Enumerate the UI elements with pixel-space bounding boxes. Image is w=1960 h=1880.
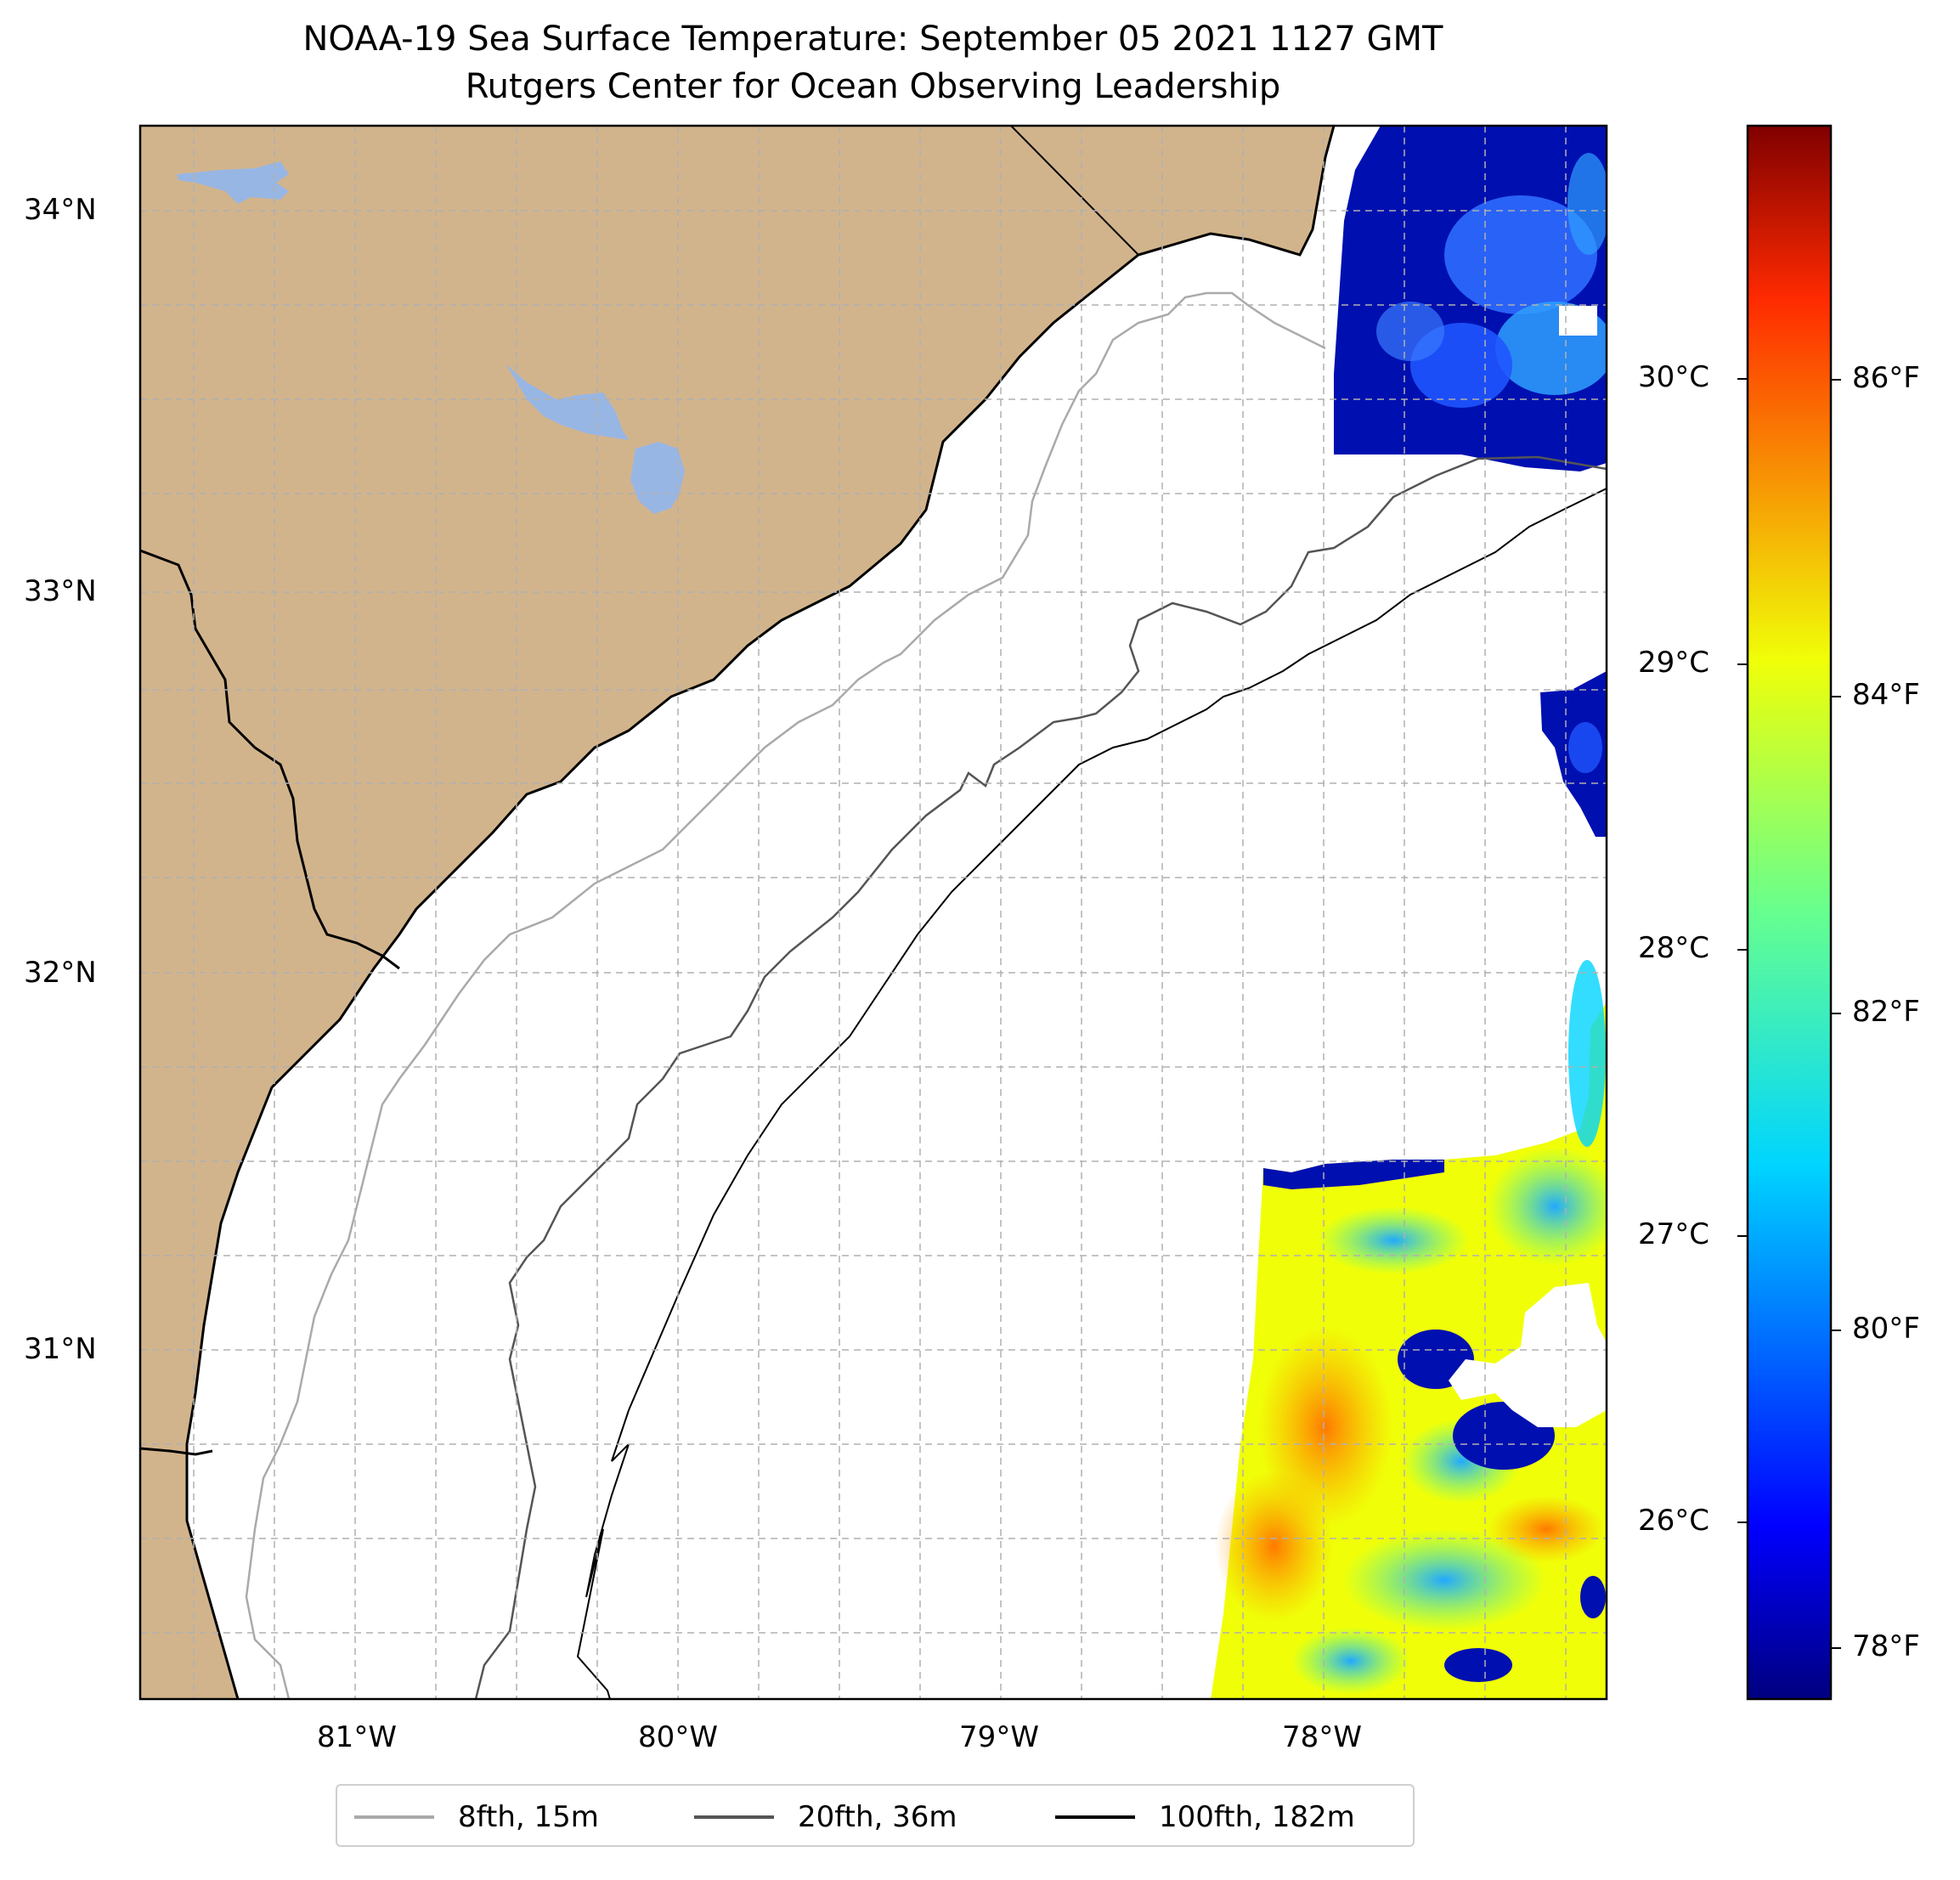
gridlines xyxy=(140,126,1607,1699)
lon-label: 81°W xyxy=(317,1720,397,1754)
lat-label: 32°N xyxy=(24,956,97,990)
state-border xyxy=(140,1447,213,1456)
colorbar-fahrenheit-label: 84°F xyxy=(1852,678,1920,712)
legend-swatch xyxy=(694,1815,774,1819)
isobath-20fth xyxy=(474,455,1607,1699)
sst-swath-middle xyxy=(1540,671,1607,837)
colorbar-celsius-label: 30°C xyxy=(1638,360,1710,394)
lon-label: 78°W xyxy=(1282,1720,1362,1754)
legend-label: 20fth, 36m xyxy=(798,1800,957,1834)
coastline xyxy=(185,126,1336,1699)
chart-subtitle: Rutgers Center for Ocean Observing Leade… xyxy=(465,67,1281,106)
colorbar-celsius-label: 28°C xyxy=(1638,931,1710,965)
lake xyxy=(506,364,629,440)
lon-label: 79°W xyxy=(959,1720,1039,1754)
chart-title: NOAA-19 Sea Surface Temperature: Septemb… xyxy=(302,20,1443,59)
legend-swatch xyxy=(354,1815,434,1819)
sst-swath-south xyxy=(1211,960,1607,1699)
land xyxy=(140,126,1334,1699)
state-border xyxy=(140,549,400,970)
colorbar-fahrenheit-label: 80°F xyxy=(1852,1312,1920,1346)
colorbar-fahrenheit-label: 82°F xyxy=(1852,995,1920,1029)
lon-label: 80°W xyxy=(638,1720,718,1754)
legend-item-20fth: 20fth, 36m xyxy=(694,1786,957,1849)
colorbar-ticks xyxy=(1737,378,1841,1649)
legend-label: 100fth, 182m xyxy=(1159,1800,1355,1834)
legend-item-100fth: 100fth, 182m xyxy=(1055,1786,1355,1849)
legend-swatch xyxy=(1055,1815,1135,1819)
colorbar-celsius-label: 27°C xyxy=(1638,1217,1710,1251)
lat-label: 33°N xyxy=(24,574,97,608)
colorbar xyxy=(1746,124,1833,1701)
lat-label: 31°N xyxy=(24,1332,97,1366)
lake xyxy=(630,442,685,514)
legend-label: 8fth, 15m xyxy=(458,1800,599,1834)
colorbar-fahrenheit-label: 78°F xyxy=(1852,1629,1920,1663)
map-frame xyxy=(138,124,1608,1701)
colorbar-fahrenheit-label: 86°F xyxy=(1852,361,1920,395)
isobath-100fth xyxy=(576,488,1607,1699)
legend: 8fth, 15m 20fth, 36m 100fth, 182m xyxy=(336,1784,1415,1847)
legend-item-8fth: 8fth, 15m xyxy=(354,1786,599,1849)
colorbar-celsius-label: 26°C xyxy=(1638,1504,1710,1538)
state-border xyxy=(1010,126,1139,256)
colorbar-celsius-label: 29°C xyxy=(1638,646,1710,680)
isobath-8fth xyxy=(245,291,1326,1699)
sst-swath-north xyxy=(1334,126,1607,471)
lake xyxy=(177,161,289,204)
lat-label: 34°N xyxy=(24,193,97,227)
